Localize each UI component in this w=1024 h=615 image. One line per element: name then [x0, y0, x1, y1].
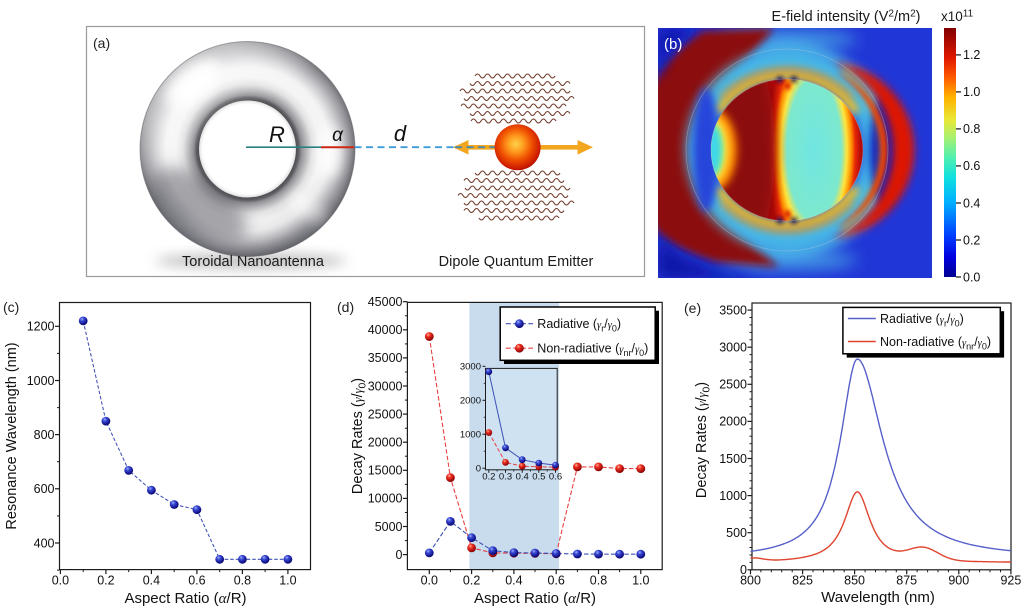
- svg-text:825: 825: [792, 574, 813, 588]
- svg-text:5000: 5000: [375, 520, 403, 534]
- svg-text:3500: 3500: [719, 303, 747, 317]
- svg-text:1500: 1500: [719, 452, 747, 466]
- svg-text:0.4: 0.4: [963, 196, 980, 210]
- svg-text:500: 500: [726, 526, 747, 540]
- svg-text:2500: 2500: [719, 378, 747, 392]
- svg-text:Aspect Ratio (α/R): Aspect Ratio (α/R): [474, 590, 596, 607]
- svg-text:0.8: 0.8: [234, 574, 251, 588]
- svg-text:800: 800: [34, 428, 55, 442]
- svg-text:(b): (b): [664, 36, 682, 53]
- svg-text:Non-radiative (γnr​/γ0​): Non-radiative (γnr​/γ0​): [880, 335, 991, 352]
- svg-text:1000: 1000: [719, 489, 747, 503]
- svg-text:Decay Rates (γ/γ0​): Decay Rates (γ/γ0​): [694, 382, 713, 498]
- svg-text:0.0: 0.0: [421, 574, 438, 588]
- svg-text:25000: 25000: [368, 407, 403, 421]
- svg-text:400: 400: [34, 536, 55, 550]
- svg-text:Aspect Ratio (α/R): Aspect Ratio (α/R): [124, 590, 246, 607]
- svg-text:0.2: 0.2: [963, 233, 980, 247]
- svg-text:α: α: [332, 125, 344, 146]
- svg-text:0.3: 0.3: [499, 472, 512, 483]
- svg-text:Non-radiative (γnr​/γ0​): Non-radiative (γnr​/γ0​): [537, 342, 648, 359]
- svg-text:35000: 35000: [368, 351, 403, 365]
- svg-text:1000: 1000: [460, 430, 481, 441]
- svg-text:925: 925: [1000, 574, 1021, 588]
- svg-text:0: 0: [476, 464, 481, 475]
- svg-text:0.6: 0.6: [549, 472, 562, 483]
- svg-text:0.2: 0.2: [463, 574, 480, 588]
- svg-text:30000: 30000: [368, 379, 403, 393]
- svg-text:0.6: 0.6: [188, 574, 205, 588]
- svg-text:3000: 3000: [719, 341, 747, 355]
- svg-text:(c): (c): [3, 299, 19, 315]
- svg-text:Toroidal Nanoantenna: Toroidal Nanoantenna: [182, 254, 325, 270]
- svg-text:3000: 3000: [460, 362, 481, 373]
- svg-text:40000: 40000: [368, 323, 403, 337]
- svg-text:Wavelength (nm): Wavelength (nm): [821, 589, 935, 606]
- svg-text:0.0: 0.0: [963, 270, 980, 284]
- svg-text:Radiative (γr​/γ0​): Radiative (γr​/γ0​): [537, 317, 621, 334]
- svg-text:10000: 10000: [368, 492, 403, 506]
- svg-text:850: 850: [844, 574, 865, 588]
- svg-text:0.5: 0.5: [532, 472, 545, 483]
- svg-text:1.0: 1.0: [632, 574, 649, 588]
- svg-text:Dipole Quantum Emitter: Dipole Quantum Emitter: [439, 254, 594, 270]
- svg-text:E-field intensity (V2/m2): E-field intensity (V2/m2): [772, 9, 921, 26]
- svg-text:R: R: [269, 122, 285, 147]
- svg-text:(a): (a): [93, 35, 110, 51]
- svg-text:(e): (e): [684, 300, 701, 316]
- svg-text:1.0: 1.0: [279, 574, 296, 588]
- svg-text:0.8: 0.8: [590, 574, 607, 588]
- svg-text:0.0: 0.0: [52, 574, 69, 588]
- svg-text:900: 900: [948, 574, 969, 588]
- svg-text:875: 875: [896, 574, 917, 588]
- svg-text:1.2: 1.2: [963, 48, 980, 62]
- svg-text:1.0: 1.0: [963, 85, 980, 99]
- svg-text:45000: 45000: [368, 295, 403, 309]
- svg-text:2000: 2000: [460, 396, 481, 407]
- svg-text:1000: 1000: [27, 374, 55, 388]
- svg-text:800: 800: [740, 574, 761, 588]
- svg-text:15000: 15000: [368, 464, 403, 478]
- svg-text:0.2: 0.2: [97, 574, 114, 588]
- svg-text:20000: 20000: [368, 436, 403, 450]
- svg-text:0.4: 0.4: [505, 574, 522, 588]
- svg-text:600: 600: [34, 482, 55, 496]
- svg-text:0: 0: [740, 563, 747, 577]
- svg-text:1200: 1200: [27, 320, 55, 334]
- svg-text:Decay Rates (γ/γ0​): Decay Rates (γ/γ0​): [350, 378, 369, 494]
- svg-text:0.6: 0.6: [548, 574, 565, 588]
- svg-text:d: d: [394, 121, 407, 146]
- svg-text:Resonance Wavelength (nm): Resonance Wavelength (nm): [4, 342, 20, 529]
- svg-text:Radiative (γr​/γ0​): Radiative (γr​/γ0​): [880, 312, 964, 329]
- svg-text:0.6: 0.6: [963, 159, 980, 173]
- svg-text:2000: 2000: [719, 415, 747, 429]
- svg-text:0.4: 0.4: [143, 574, 160, 588]
- svg-text:(d): (d): [337, 299, 354, 315]
- svg-text:0.4: 0.4: [516, 472, 529, 483]
- svg-text:0: 0: [396, 548, 403, 562]
- svg-text:0.2: 0.2: [482, 472, 495, 483]
- svg-text:0.8: 0.8: [963, 122, 980, 136]
